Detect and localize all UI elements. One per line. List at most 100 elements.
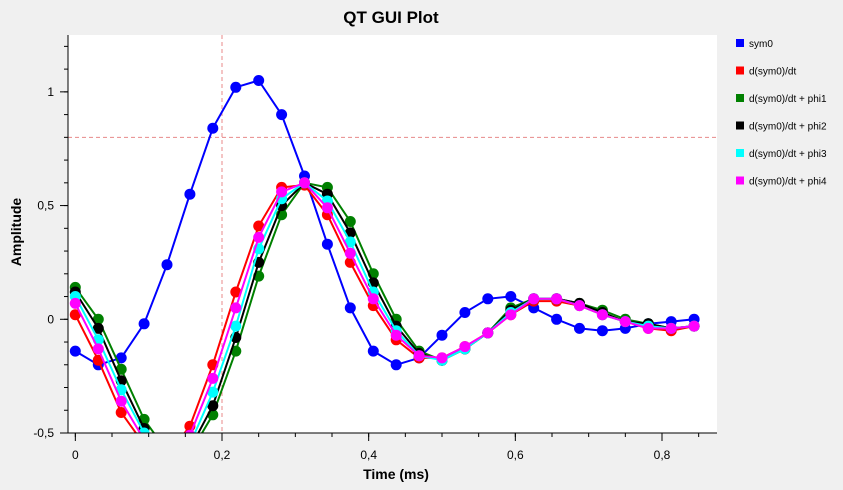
chart-title: QT GUI Plot [343,8,439,27]
data-point [184,188,196,200]
data-point [207,122,219,134]
data-point [207,372,219,384]
x-tick-label: 0,8 [654,448,671,462]
data-point [162,450,173,461]
data-point [505,291,517,302]
data-point [253,220,265,232]
data-point [344,247,356,259]
data-point [436,352,448,364]
data-point [528,293,540,305]
legend-label: d(sym0)/dt + phi3 [749,149,827,160]
data-point [138,318,150,330]
data-point [551,313,563,325]
data-point [459,341,471,353]
x-tick-label: 0,4 [360,448,377,462]
data-point [482,293,494,305]
data-point [619,316,631,328]
x-tick-label: 0,6 [507,448,524,462]
legend-swatch [736,176,744,185]
x-axis: 0 0,2 0,4 0,6 0,8 [68,432,717,462]
legend-swatch [736,39,744,47]
data-point [253,75,265,86]
x-tick-label: 0,2 [214,448,231,462]
data-point [230,81,242,93]
data-point [574,300,585,312]
data-point [551,293,563,305]
legend-label: d(sym0)/dt + phi4 [749,177,827,188]
data-point [162,446,173,457]
data-point [367,345,379,357]
y-tick-label: 0,5 [37,199,54,213]
data-point [688,320,700,332]
data-point [436,329,448,341]
data-point [253,231,265,243]
data-point [139,439,150,450]
data-point [139,434,150,445]
y-tick-label: -0,5 [33,426,54,440]
data-point [162,450,173,461]
legend: sym0 d(sym0)/dt d(sym0)/dt + phi1 d(sym0)/d… [736,39,827,188]
data-point [344,302,356,314]
series-line-5 [74,181,695,433]
legend-swatch [736,149,744,157]
data-point [665,322,677,334]
data-point [115,352,127,364]
series-line-0 [74,79,695,366]
data-point [321,202,333,214]
data-point [413,350,425,362]
data-point [115,395,127,407]
data-point [69,345,81,357]
data-point [184,429,195,433]
x-tick-label: 0 [72,448,79,462]
y-tick-label: 1 [47,85,54,99]
series-line-3 [74,181,695,433]
data-point [344,216,356,227]
data-point [184,439,195,450]
data-point [596,325,608,337]
series-layer [69,75,700,461]
data-point [276,109,288,121]
legend-label: d(sym0)/dt [749,67,796,78]
legend-swatch [736,94,744,102]
data-point [92,322,104,334]
data-point [596,309,608,321]
data-point [505,309,517,321]
series-5 [69,177,700,461]
data-point [138,427,150,433]
data-point [69,309,81,321]
legend-label: sym0 [749,39,773,50]
x-axis-label: Time (ms) [363,466,429,482]
data-point [230,320,242,332]
data-point [642,322,654,334]
data-point [230,286,242,298]
data-point [115,407,127,418]
y-tick-label: 0 [47,312,54,326]
plot-canvas[interactable] [68,35,717,433]
data-point [207,400,219,412]
data-point [162,448,173,459]
data-point [276,186,288,198]
y-axis: -0,5 0 0,5 1 [33,35,69,440]
data-point [344,236,356,248]
legend-swatch [736,121,744,130]
data-point [92,343,104,355]
data-point [367,293,379,305]
data-point [574,322,585,334]
y-axis-label: Amplitude [8,198,24,267]
series-line-2 [74,181,695,433]
data-point [69,297,81,309]
data-point [390,329,402,341]
data-point [92,313,104,325]
data-point [390,359,402,371]
data-point [161,259,173,271]
legend-label: d(sym0)/dt + phi2 [749,122,827,133]
data-point [459,307,471,318]
data-point [482,327,494,339]
data-point [184,448,195,459]
data-point [230,302,242,314]
legend-label: d(sym0)/dt + phi1 [749,94,827,105]
data-point [162,450,173,461]
data-point [321,238,333,250]
data-point [299,177,310,189]
